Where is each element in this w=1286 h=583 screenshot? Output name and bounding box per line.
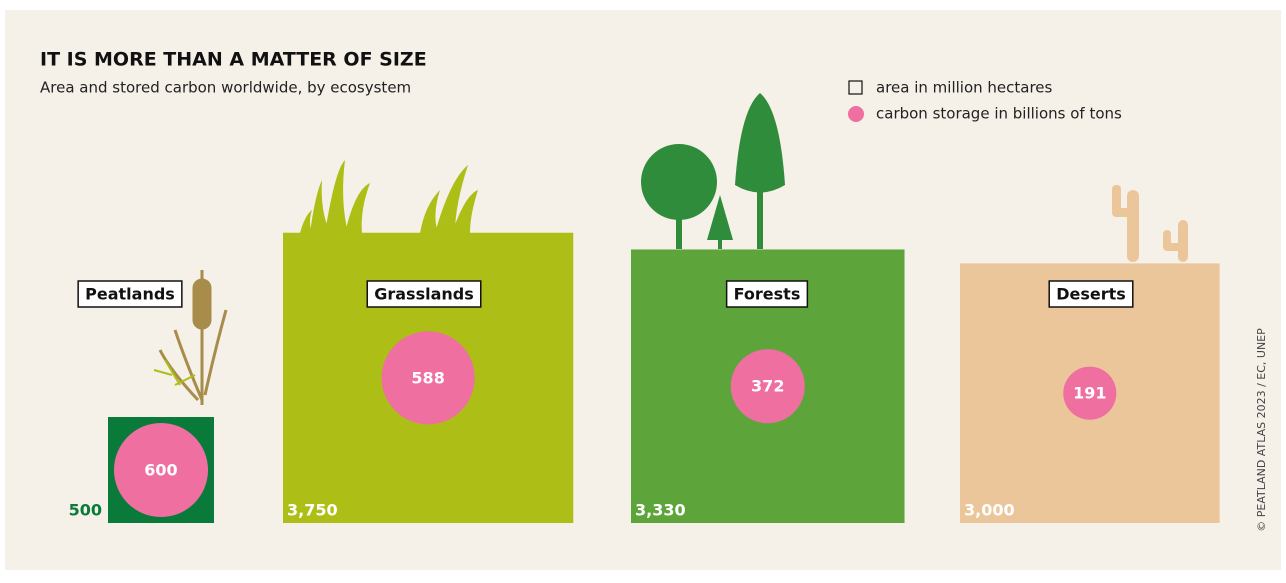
carbon-label: 600 [144, 461, 177, 480]
category-box [1048, 280, 1134, 308]
legend-circle [848, 106, 864, 122]
category-box [725, 280, 809, 308]
legend-label: area in million hectares [876, 79, 1053, 97]
legend-square [848, 80, 863, 95]
carbon-circle [381, 331, 475, 425]
source: © PEATLAND ATLAS 2023 / EC, UNEP [1255, 328, 1268, 532]
carbon-circle [113, 422, 209, 518]
trees [641, 93, 785, 249]
category-box [366, 280, 482, 308]
area-label: 3,750 [287, 501, 338, 520]
category-label: Forests [734, 285, 801, 304]
grass [300, 160, 478, 233]
carbon-label: 191 [1073, 384, 1106, 403]
category-label: Grasslands [374, 285, 474, 304]
area-label: 3,330 [635, 501, 686, 520]
category-label: Deserts [1056, 285, 1126, 304]
carbon-label: 588 [411, 368, 444, 387]
cacti [1112, 185, 1188, 262]
area-label: 500 [69, 501, 102, 520]
cattail [153, 270, 228, 405]
area-label: 3,000 [964, 501, 1015, 520]
carbon-label: 372 [751, 377, 784, 396]
chart-subtitle: Area and stored carbon worldwide, by eco… [40, 79, 411, 97]
legend-label: carbon storage in billions of tons [876, 105, 1122, 123]
chart-title: IT IS MORE THAN A MATTER OF SIZE [40, 49, 427, 71]
carbon-circle [730, 349, 805, 424]
category-label: Peatlands [85, 285, 175, 304]
category-box [77, 280, 183, 308]
carbon-circle [1063, 366, 1117, 420]
